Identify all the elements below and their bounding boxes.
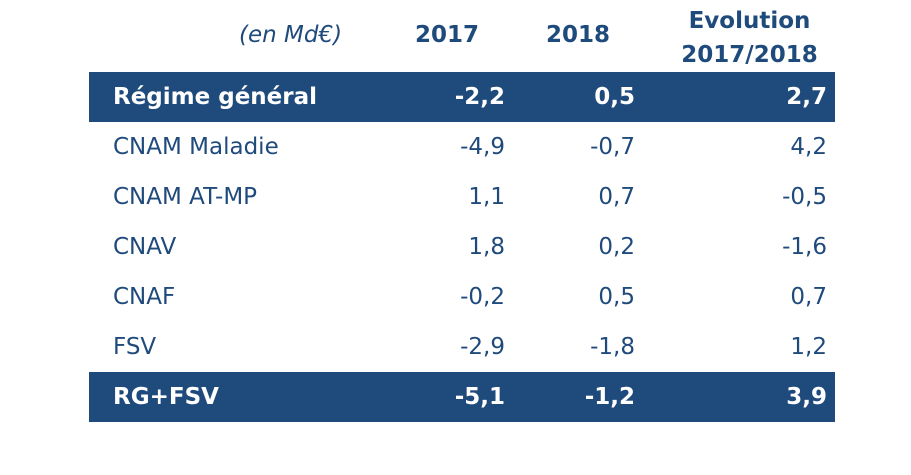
table-row-regime-general: Régime général -2,2 0,5 2,7 bbox=[89, 72, 835, 122]
value-2018: 0,5 bbox=[594, 84, 635, 110]
value-2018: 0,2 bbox=[598, 234, 635, 260]
table-row-cnam-at-mp: CNAM AT-MP 1,1 0,7 -0,5 bbox=[89, 172, 835, 222]
row-label: CNAV bbox=[113, 234, 177, 260]
value-2018: -0,7 bbox=[590, 134, 635, 160]
value-2018: -1,2 bbox=[584, 384, 635, 410]
value-evolution: -1,6 bbox=[782, 234, 827, 260]
row-label: FSV bbox=[113, 334, 157, 360]
row-label: Régime général bbox=[113, 84, 318, 110]
row-label: CNAM Maladie bbox=[113, 134, 279, 160]
value-evolution: 4,2 bbox=[790, 134, 827, 160]
table-header: (en Md€) 2017 2018 Evolution 2017/2018 bbox=[89, 0, 835, 72]
financial-table: (en Md€) 2017 2018 Evolution 2017/2018 R… bbox=[89, 0, 835, 422]
table-row-rg-fsv: RG+FSV -5,1 -1,2 3,9 bbox=[89, 372, 835, 422]
value-2017: -2,9 bbox=[460, 334, 505, 360]
value-evolution: 1,2 bbox=[790, 334, 827, 360]
header-evolution: Evolution 2017/2018 bbox=[667, 4, 832, 72]
table-row-cnaf: CNAF -0,2 0,5 0,7 bbox=[89, 272, 835, 322]
table-row-cnav: CNAV 1,8 0,2 -1,6 bbox=[89, 222, 835, 272]
value-2017: -2,2 bbox=[454, 84, 505, 110]
value-evolution: -0,5 bbox=[782, 184, 827, 210]
table-row-cnam-maladie: CNAM Maladie -4,9 -0,7 4,2 bbox=[89, 122, 835, 172]
value-evolution: 2,7 bbox=[786, 84, 827, 110]
header-evolution-line1: Evolution bbox=[688, 8, 811, 34]
value-2017: 1,1 bbox=[468, 184, 505, 210]
unit-label: (en Md€) bbox=[239, 22, 343, 48]
value-2017: -5,1 bbox=[454, 384, 505, 410]
value-2017: -4,9 bbox=[460, 134, 505, 160]
value-evolution: 3,9 bbox=[786, 384, 827, 410]
row-label: CNAM AT-MP bbox=[113, 184, 258, 210]
table-row-fsv: FSV -2,9 -1,8 1,2 bbox=[89, 322, 835, 372]
row-label: CNAF bbox=[113, 284, 176, 310]
value-2018: 0,7 bbox=[598, 184, 635, 210]
header-evolution-line2: 2017/2018 bbox=[681, 42, 818, 68]
value-2017: -0,2 bbox=[460, 284, 505, 310]
value-evolution: 0,7 bbox=[790, 284, 827, 310]
header-2018: 2018 bbox=[546, 22, 611, 48]
value-2018: 0,5 bbox=[598, 284, 635, 310]
value-2018: -1,8 bbox=[590, 334, 635, 360]
header-2017: 2017 bbox=[415, 22, 480, 48]
row-label: RG+FSV bbox=[113, 384, 219, 410]
value-2017: 1,8 bbox=[468, 234, 505, 260]
